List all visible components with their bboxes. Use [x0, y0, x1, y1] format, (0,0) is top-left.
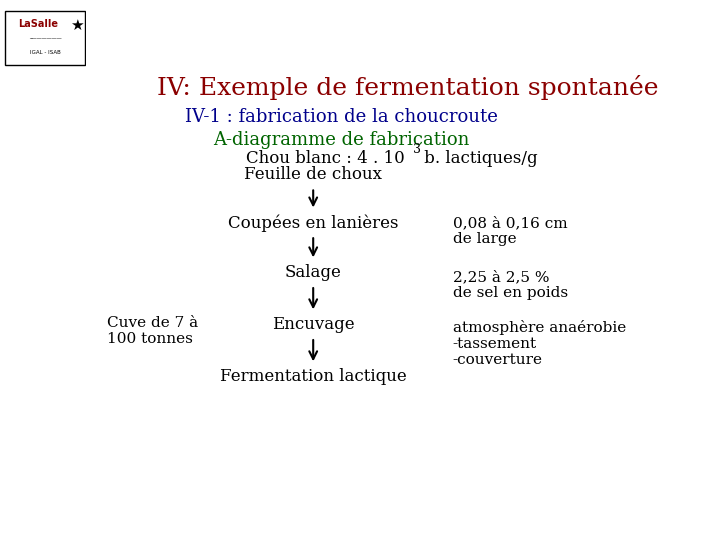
Text: Chou blanc : 4 . 10: Chou blanc : 4 . 10 [246, 150, 405, 166]
Text: Feuille de choux: Feuille de choux [244, 166, 382, 184]
Text: IGAL - ISAB: IGAL - ISAB [30, 50, 60, 55]
Text: 2,25 à 2,5 %
de sel en poids: 2,25 à 2,5 % de sel en poids [453, 270, 568, 300]
FancyBboxPatch shape [5, 11, 85, 65]
Text: IV-1 : fabrication de la choucroute: IV-1 : fabrication de la choucroute [185, 108, 498, 126]
Text: atmosphère anaérobie
-tassement
-couverture: atmosphère anaérobie -tassement -couvert… [453, 320, 626, 367]
Text: Encuvage: Encuvage [272, 316, 354, 333]
Text: Coupées en lanières: Coupées en lanières [228, 214, 398, 232]
Text: Salage: Salage [285, 264, 341, 281]
Text: ─────────────: ───────────── [29, 37, 61, 41]
Text: b. lactiques/g: b. lactiques/g [419, 150, 538, 166]
Text: A-diagramme de fabrication: A-diagramme de fabrication [213, 131, 469, 149]
Text: Fermentation lactique: Fermentation lactique [220, 368, 407, 385]
Text: 0,08 à 0,16 cm
de large: 0,08 à 0,16 cm de large [453, 216, 567, 246]
Text: IV: Exemple de fermentation spontanée: IV: Exemple de fermentation spontanée [157, 75, 659, 100]
Text: Cuve de 7 à
100 tonnes: Cuve de 7 à 100 tonnes [107, 316, 198, 346]
Text: LaSalle: LaSalle [19, 19, 58, 29]
Text: ★: ★ [70, 18, 84, 33]
Text: 3: 3 [413, 143, 420, 157]
